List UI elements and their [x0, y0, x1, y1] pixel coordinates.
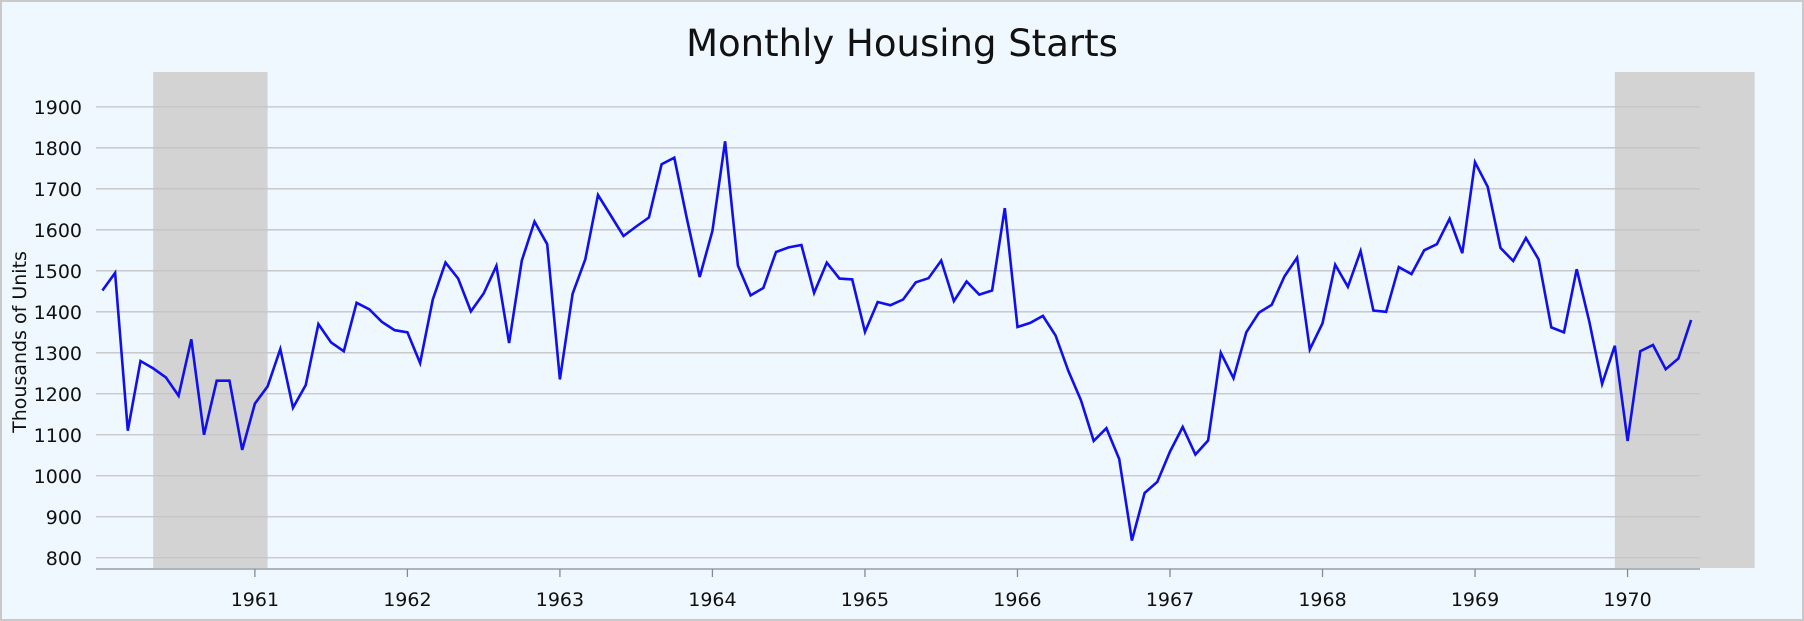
- x-tick-labels: 1961 1962 1963 1964 1965 1966 1967 1968 1969 1970: [231, 589, 1652, 611]
- x-axis: [96, 568, 1700, 577]
- recession-bands: [153, 72, 1755, 568]
- chart-title: Monthly Housing Starts: [686, 22, 1118, 65]
- recession-band-2: [1614, 72, 1755, 568]
- x-tick-label-1970: 1970: [1603, 589, 1651, 611]
- y-tick-label-1500: 1500: [34, 261, 82, 283]
- x-tick-label-1966: 1966: [993, 589, 1041, 611]
- y-tick-label-1900: 1900: [34, 97, 82, 119]
- x-tick-label-1962: 1962: [383, 589, 431, 611]
- y-tick-label-1100: 1100: [34, 425, 82, 447]
- y-tick-label-1600: 1600: [34, 220, 82, 242]
- x-tick-label-1969: 1969: [1451, 589, 1499, 611]
- series-layer: [101, 141, 1693, 541]
- x-tick-label-1963: 1963: [536, 589, 584, 611]
- series-line-1: [101, 141, 1693, 541]
- y-tick-label-1200: 1200: [34, 384, 82, 406]
- y-tick-label-1300: 1300: [34, 343, 82, 365]
- y-tick-labels: 800 900 1000 1100 1200 1300 1400 1500 1600 1700 18…: [34, 97, 82, 570]
- y-tick-label-800: 800: [46, 548, 82, 570]
- y-tick-label-1000: 1000: [34, 466, 82, 488]
- y-tick-label-1700: 1700: [34, 179, 82, 201]
- x-tick-label-1967: 1967: [1146, 589, 1194, 611]
- y-tick-label-1800: 1800: [34, 138, 82, 160]
- y-tick-label-900: 900: [46, 507, 82, 529]
- y-axis-label: Thousands of Units: [9, 251, 31, 433]
- x-tick-label-1968: 1968: [1298, 589, 1346, 611]
- gridlines: [96, 106, 1700, 559]
- x-tick-label-1964: 1964: [688, 589, 736, 611]
- recession-band-1: [153, 72, 268, 568]
- y-tick-label-1400: 1400: [34, 302, 82, 324]
- x-tick-label-1961: 1961: [231, 589, 279, 611]
- x-tick-label-1965: 1965: [841, 589, 889, 611]
